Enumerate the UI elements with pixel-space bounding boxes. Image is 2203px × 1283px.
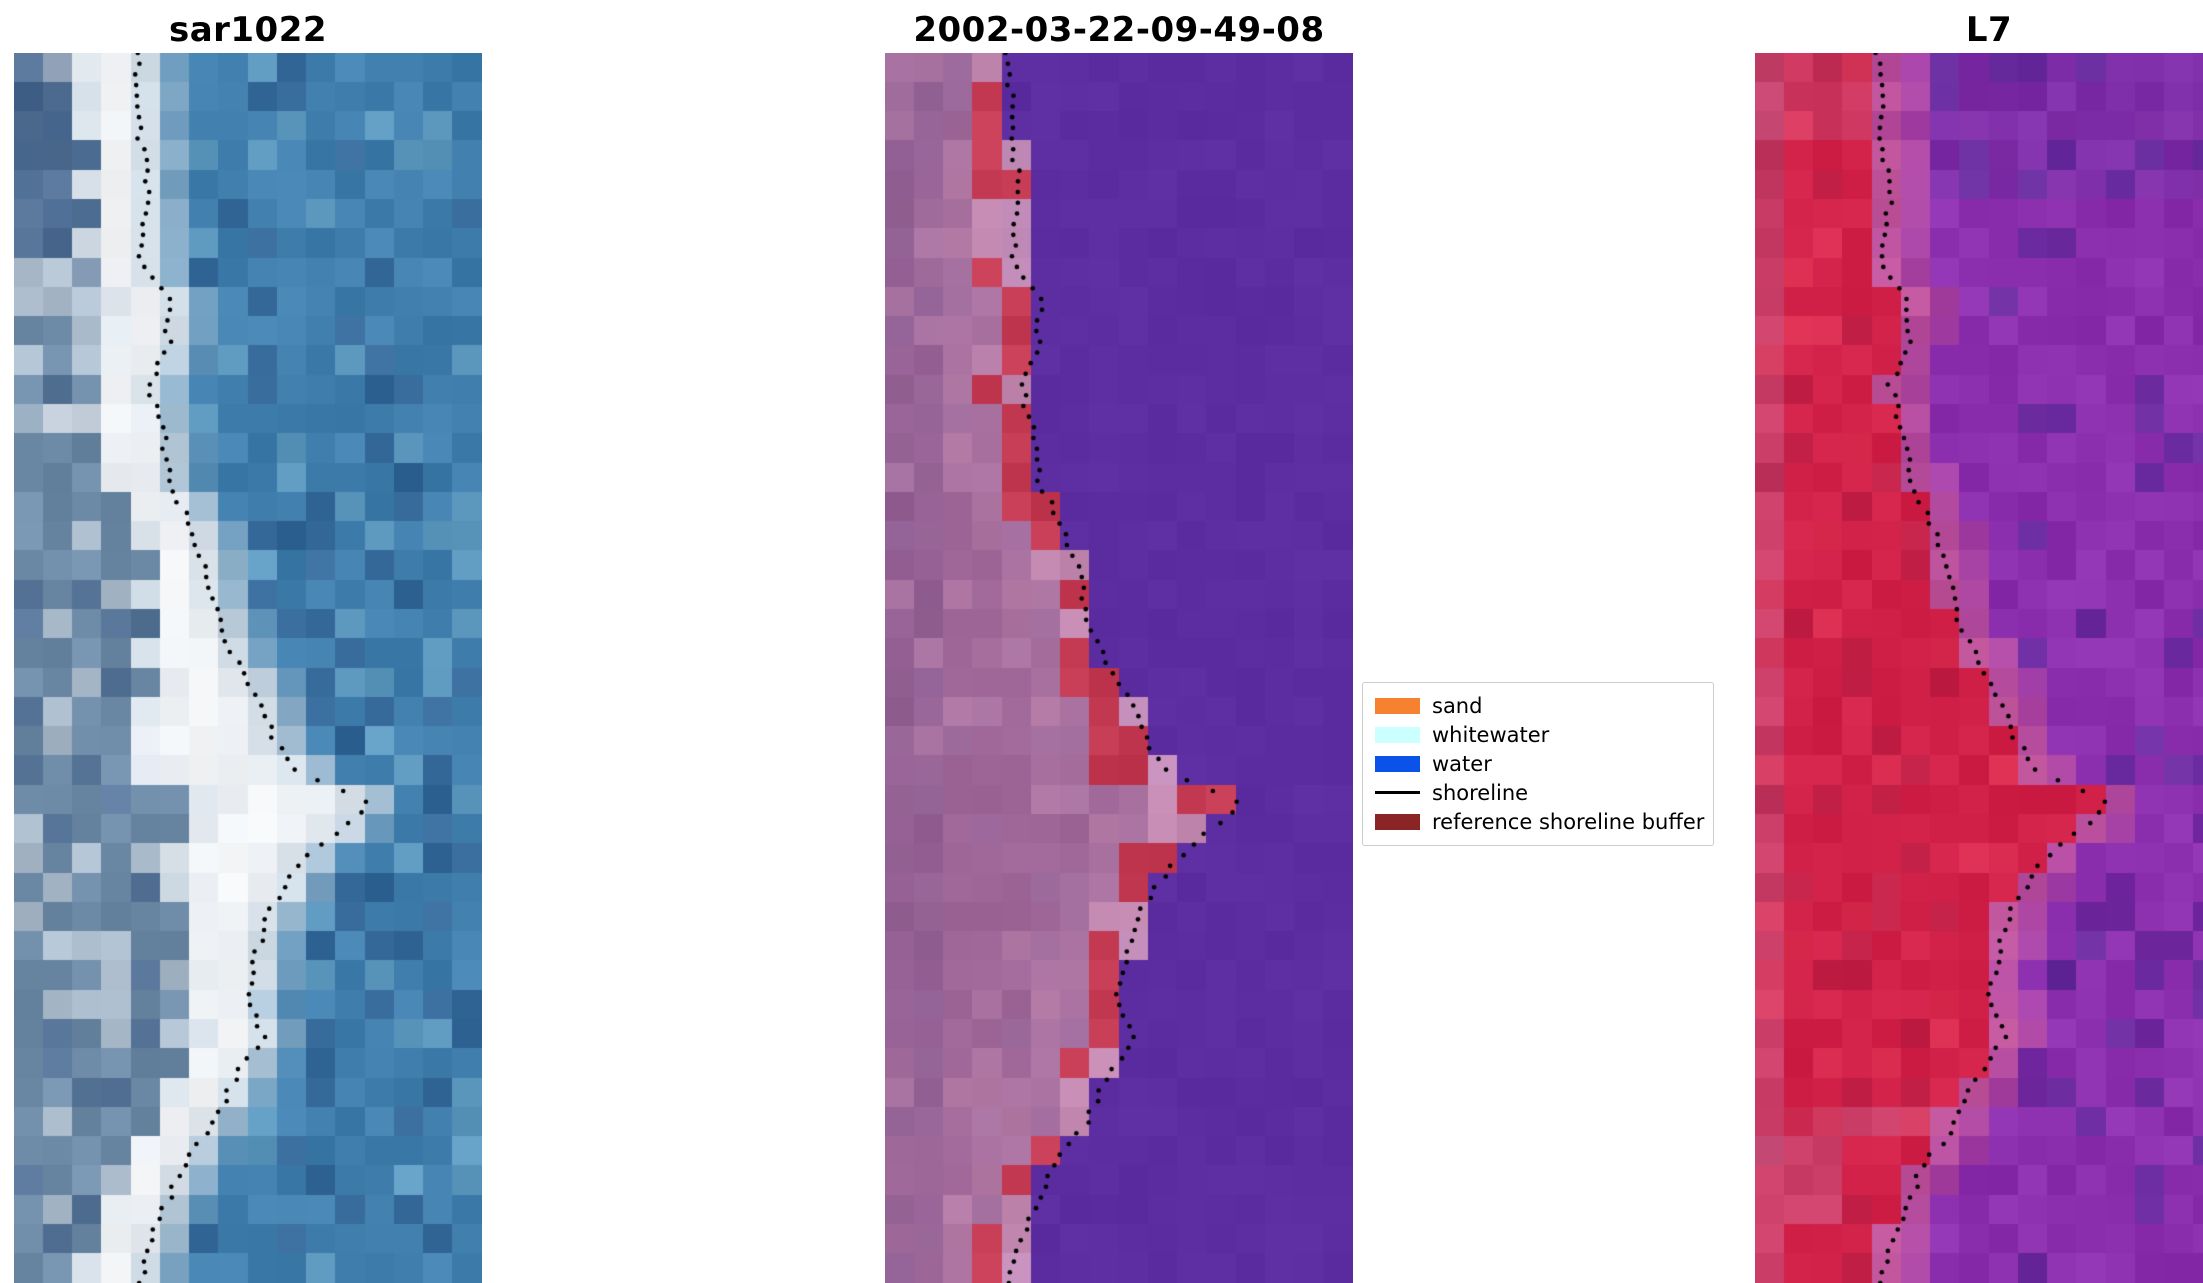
legend-label: sand	[1432, 694, 1483, 719]
legend-color-swatch	[1375, 698, 1420, 715]
panel-title-l7: L7	[1965, 10, 2013, 50]
panel-image-l7	[1755, 53, 2203, 1283]
legend-label: water	[1432, 751, 1492, 776]
legend-label: reference shoreline buffer	[1432, 809, 1705, 834]
l7-image	[1755, 53, 2203, 1283]
legend-box: sand whitewater water shoreline reference sh…	[1362, 682, 1714, 846]
panel-image-sar1022	[14, 53, 482, 1283]
legend-item-sand: sand	[1375, 692, 1701, 721]
classification-image	[885, 53, 1353, 1283]
legend-item-whitewater: whitewater	[1375, 721, 1701, 750]
legend-label: whitewater	[1432, 723, 1550, 748]
legend-item-shoreline: shoreline	[1375, 778, 1701, 807]
panel-title-sar1022: sar1022	[168, 10, 328, 50]
panel-title-timestamp: 2002-03-22-09-49-08	[913, 10, 1325, 50]
panel-image-classification	[885, 53, 1353, 1283]
legend-label: shoreline	[1432, 780, 1529, 805]
legend-line-swatch	[1375, 785, 1420, 801]
legend-item-reference-shoreline-buffer: reference shoreline buffer	[1375, 807, 1705, 836]
legend-color-swatch	[1375, 755, 1420, 772]
legend-item-water: water	[1375, 750, 1701, 779]
sar-image	[14, 53, 482, 1283]
legend-color-swatch	[1375, 813, 1420, 830]
legend-color-swatch	[1375, 727, 1420, 744]
